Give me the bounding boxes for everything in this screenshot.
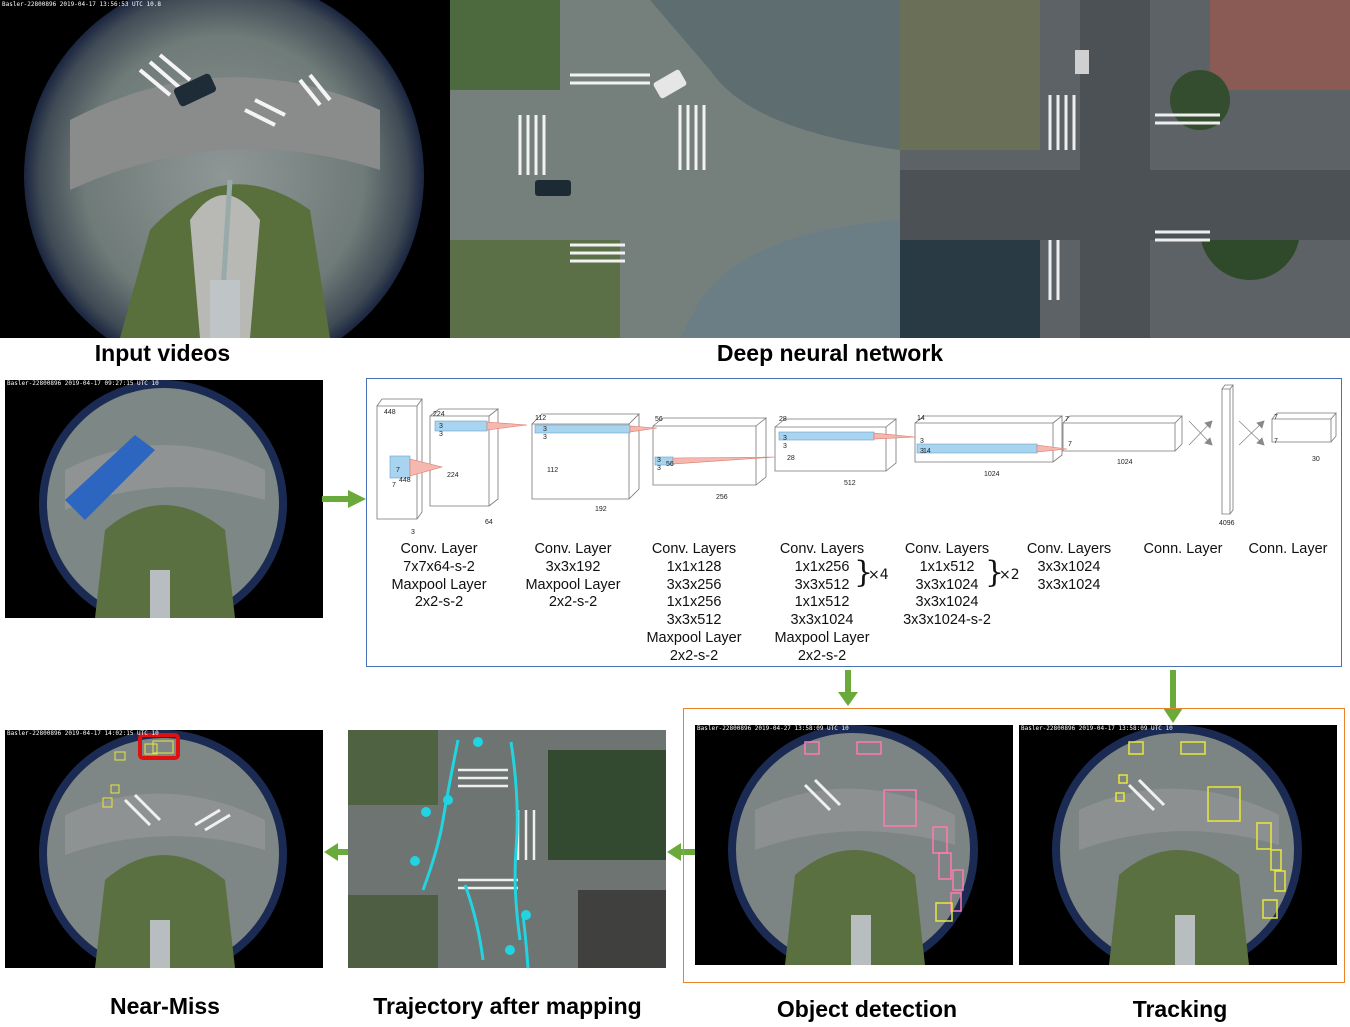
fisheye-scene [24,0,424,338]
dim-label: 14 [917,415,925,422]
dim-label: 112 [535,415,546,422]
trajectory-map-image [348,730,666,968]
dim-label: 3 [920,438,924,445]
layer-desc-1: Conv. Layer 7x7x64-s-2 Maxpool Layer 2x2-s… [391,541,487,611]
arrow-left-to-near-miss [324,843,350,861]
caption-object-detection: Object detection [776,996,958,1022]
dim-label: 28 [787,455,795,462]
caption-trajectory: Trajectory after mapping [373,993,642,1019]
warped-bird-eye-image [450,0,900,338]
timestamp-overlay: Basler-22800896 2019-04-27 13:58:09 UTC … [697,725,849,732]
dim-label: 7 [1065,416,1069,423]
layer-desc-5: Conv. Layers 1x1x512 3x3x1024 3x3x1024 3x3… [903,541,991,629]
detection-scene [728,725,978,965]
caption-near-miss: Near-Miss [110,993,220,1019]
dim-label: 64 [485,519,493,526]
repeat-label-2: ×2 [999,567,1020,583]
caption-input-videos: Input videos [94,340,231,366]
fisheye-input-image-top: Basler-22800896 2019-04-17 13:56:53 UTC … [0,0,450,338]
arrow-left-to-trajectory [667,843,695,861]
dim-label: 512 [844,480,856,487]
caption-tracking: Tracking [1132,996,1228,1022]
near-miss-image: Basler-22800896 2019-04-17 14:02:15 UTC … [5,730,323,968]
cnn-architecture-panel: 448 448 7 7 3 224 3 3 224 64 112 3 3 112… [366,378,1342,667]
repeat-brace-2: } [985,555,1005,590]
dim-label: 30 [1312,456,1320,463]
dim-label: 3 [411,529,415,536]
dim-label: 448 [399,477,411,484]
repeat-label-4: ×4 [868,567,889,583]
dim-label: 3 [543,434,547,441]
dim-label: 3 [543,426,547,433]
dim-label: 7 [1274,414,1278,421]
satellite-map-image [900,0,1350,338]
arrow-down-to-tracking [1163,670,1183,723]
dim-label: 3 [439,431,443,438]
layer-desc-4: Conv. Layers 1x1x256 3x3x512 1x1x512 3x3x1… [774,541,870,664]
dim-label: 14 [923,448,931,455]
dim-label: 192 [595,506,607,513]
dim-label: 224 [447,472,459,479]
caption-deep-neural-network: Deep neural network [716,340,944,366]
dim-label: 28 [779,416,787,423]
repeat-brace-4: } [854,555,874,590]
dim-label: 3 [920,448,924,455]
timestamp-overlay: Basler-22800896 2019-04-17 09:27:15 UTC … [7,380,159,387]
timestamp-overlay: Basler-22800896 2019-04-17 13:58:09 UTC … [1021,725,1173,732]
dim-label: 3 [783,435,787,442]
layer-desc-7: Conn. Layer [1143,541,1223,557]
dim-label: 448 [384,409,396,416]
fisheye-bus-scene [39,380,287,618]
trajectory-map-scene [348,730,666,968]
dim-label: 7 [392,482,396,489]
timestamp-overlay: Basler-22800896 2019-04-17 13:56:53 UTC … [2,1,161,8]
fisheye-input-image-left: Basler-22800896 2019-04-17 09:27:15 UTC … [5,380,323,618]
satellite-intersection-scene [900,0,1350,338]
dim-label: 1024 [1117,459,1133,466]
tracking-image: Basler-22800896 2019-04-17 13:58:09 UTC … [1019,725,1337,965]
dim-label: 3 [657,465,661,472]
dim-label: 4096 [1219,520,1235,527]
dim-label: 56 [666,461,674,468]
dim-label: 256 [716,494,728,501]
dim-label: 7 [1274,438,1278,445]
near-miss-scene [39,730,287,968]
dim-label: 7 [396,467,400,474]
arrow-right-to-cnn [322,490,366,508]
dim-label: 3 [439,423,443,430]
dim-label: 112 [547,467,558,474]
layer-desc-2: Conv. Layer 3x3x192 Maxpool Layer 2x2-s-2 [525,541,621,611]
layer-desc-8: Conn. Layer [1248,541,1328,557]
dim-label: 3 [783,443,787,450]
dim-label: 56 [655,416,663,423]
detection-tracking-panel [683,708,1345,983]
dim-label: 7 [1068,441,1072,448]
cnn-layer-volumes: 448 448 7 7 3 224 3 3 224 64 112 3 3 112… [376,384,1337,536]
tracking-scene [1052,725,1302,965]
dim-label: 3 [657,457,661,464]
arrow-down-to-detection [838,670,858,706]
dim-label: 224 [433,411,445,418]
layer-desc-6: Conv. Layers 3x3x1024 3x3x1024 [1026,541,1112,593]
warped-intersection-scene [450,0,900,338]
timestamp-overlay: Basler-22800896 2019-04-17 14:02:15 UTC … [7,730,159,737]
object-detection-image: Basler-22800896 2019-04-27 13:58:09 UTC … [695,725,1013,965]
layer-desc-3: Conv. Layers 1x1x128 3x3x256 1x1x256 3x3x5… [646,541,742,664]
dim-label: 1024 [984,471,1000,478]
